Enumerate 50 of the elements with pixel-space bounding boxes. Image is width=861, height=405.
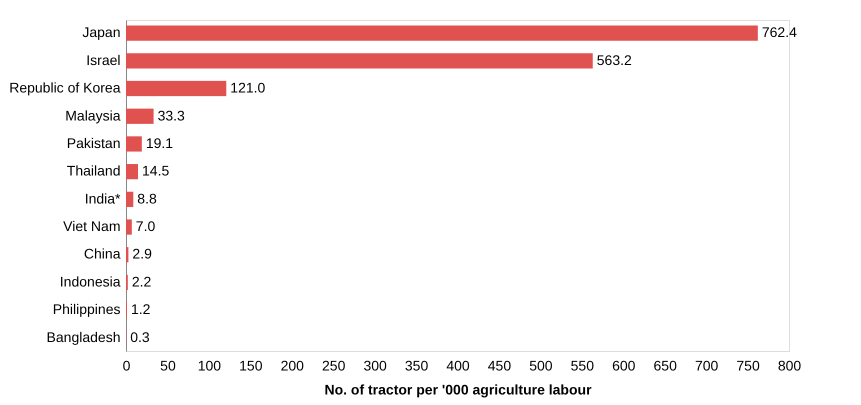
- data-label: 7.0: [136, 218, 156, 234]
- data-label: 563.2: [596, 52, 632, 68]
- y-tick-label: Indonesia: [60, 273, 121, 290]
- y-tick-label: Thailand: [66, 162, 120, 179]
- data-label: 762.4: [762, 24, 798, 40]
- y-tick-label: Republic of Korea: [9, 80, 121, 96]
- x-tick-label: 700: [694, 358, 719, 374]
- x-tick-label: 100: [198, 358, 222, 374]
- x-tick-label: 50: [160, 358, 176, 374]
- x-tick-label: 0: [122, 358, 131, 374]
- data-label: 19.1: [146, 134, 174, 151]
- y-tick-label: Philippines: [52, 301, 120, 318]
- x-tick-label: 750: [736, 358, 760, 374]
- y-tick-label: Viet Nam: [63, 218, 120, 234]
- y-tick-label: Israel: [86, 52, 120, 68]
- y-tick-label: Pakistan: [66, 134, 120, 151]
- bar: [126, 26, 758, 41]
- x-tick-label: 800: [778, 358, 802, 374]
- data-label: 8.8: [137, 190, 157, 206]
- x-tick-label: 550: [570, 358, 594, 374]
- x-tick-label: 300: [363, 358, 388, 374]
- y-tick-label: India*: [84, 190, 122, 206]
- x-tick-label: 350: [404, 358, 428, 374]
- x-tick-label: 450: [488, 358, 512, 374]
- bar: [126, 164, 138, 180]
- y-tick-label: Japan: [82, 24, 120, 40]
- data-label: 2.2: [132, 273, 152, 290]
- data-label: 2.9: [132, 246, 152, 262]
- x-tick-label: 250: [322, 358, 346, 374]
- y-tick-label: Bangladesh: [46, 328, 120, 345]
- bar: [126, 192, 134, 207]
- y-tick-label: Malaysia: [65, 107, 121, 124]
- data-label: 1.2: [130, 301, 151, 318]
- x-tick-label: 500: [529, 358, 553, 374]
- bar: [126, 80, 226, 96]
- bar: [126, 219, 132, 235]
- y-tick-label: China: [84, 246, 121, 262]
- data-label: 33.3: [158, 107, 186, 124]
- x-tick-label: 200: [280, 358, 304, 374]
- data-label: 0.3: [130, 328, 150, 345]
- data-label: 121.0: [230, 80, 266, 96]
- data-label: 14.5: [142, 162, 170, 179]
- x-tick-label: 650: [654, 358, 678, 374]
- x-tick-label: 600: [612, 358, 636, 374]
- bar: [126, 108, 154, 124]
- x-tick-label: 400: [446, 358, 470, 374]
- x-axis-title: No. of tractor per '000 agriculture labour: [324, 382, 592, 398]
- bar: [126, 136, 142, 152]
- bar: [126, 53, 593, 68]
- x-tick-label: 150: [239, 358, 263, 374]
